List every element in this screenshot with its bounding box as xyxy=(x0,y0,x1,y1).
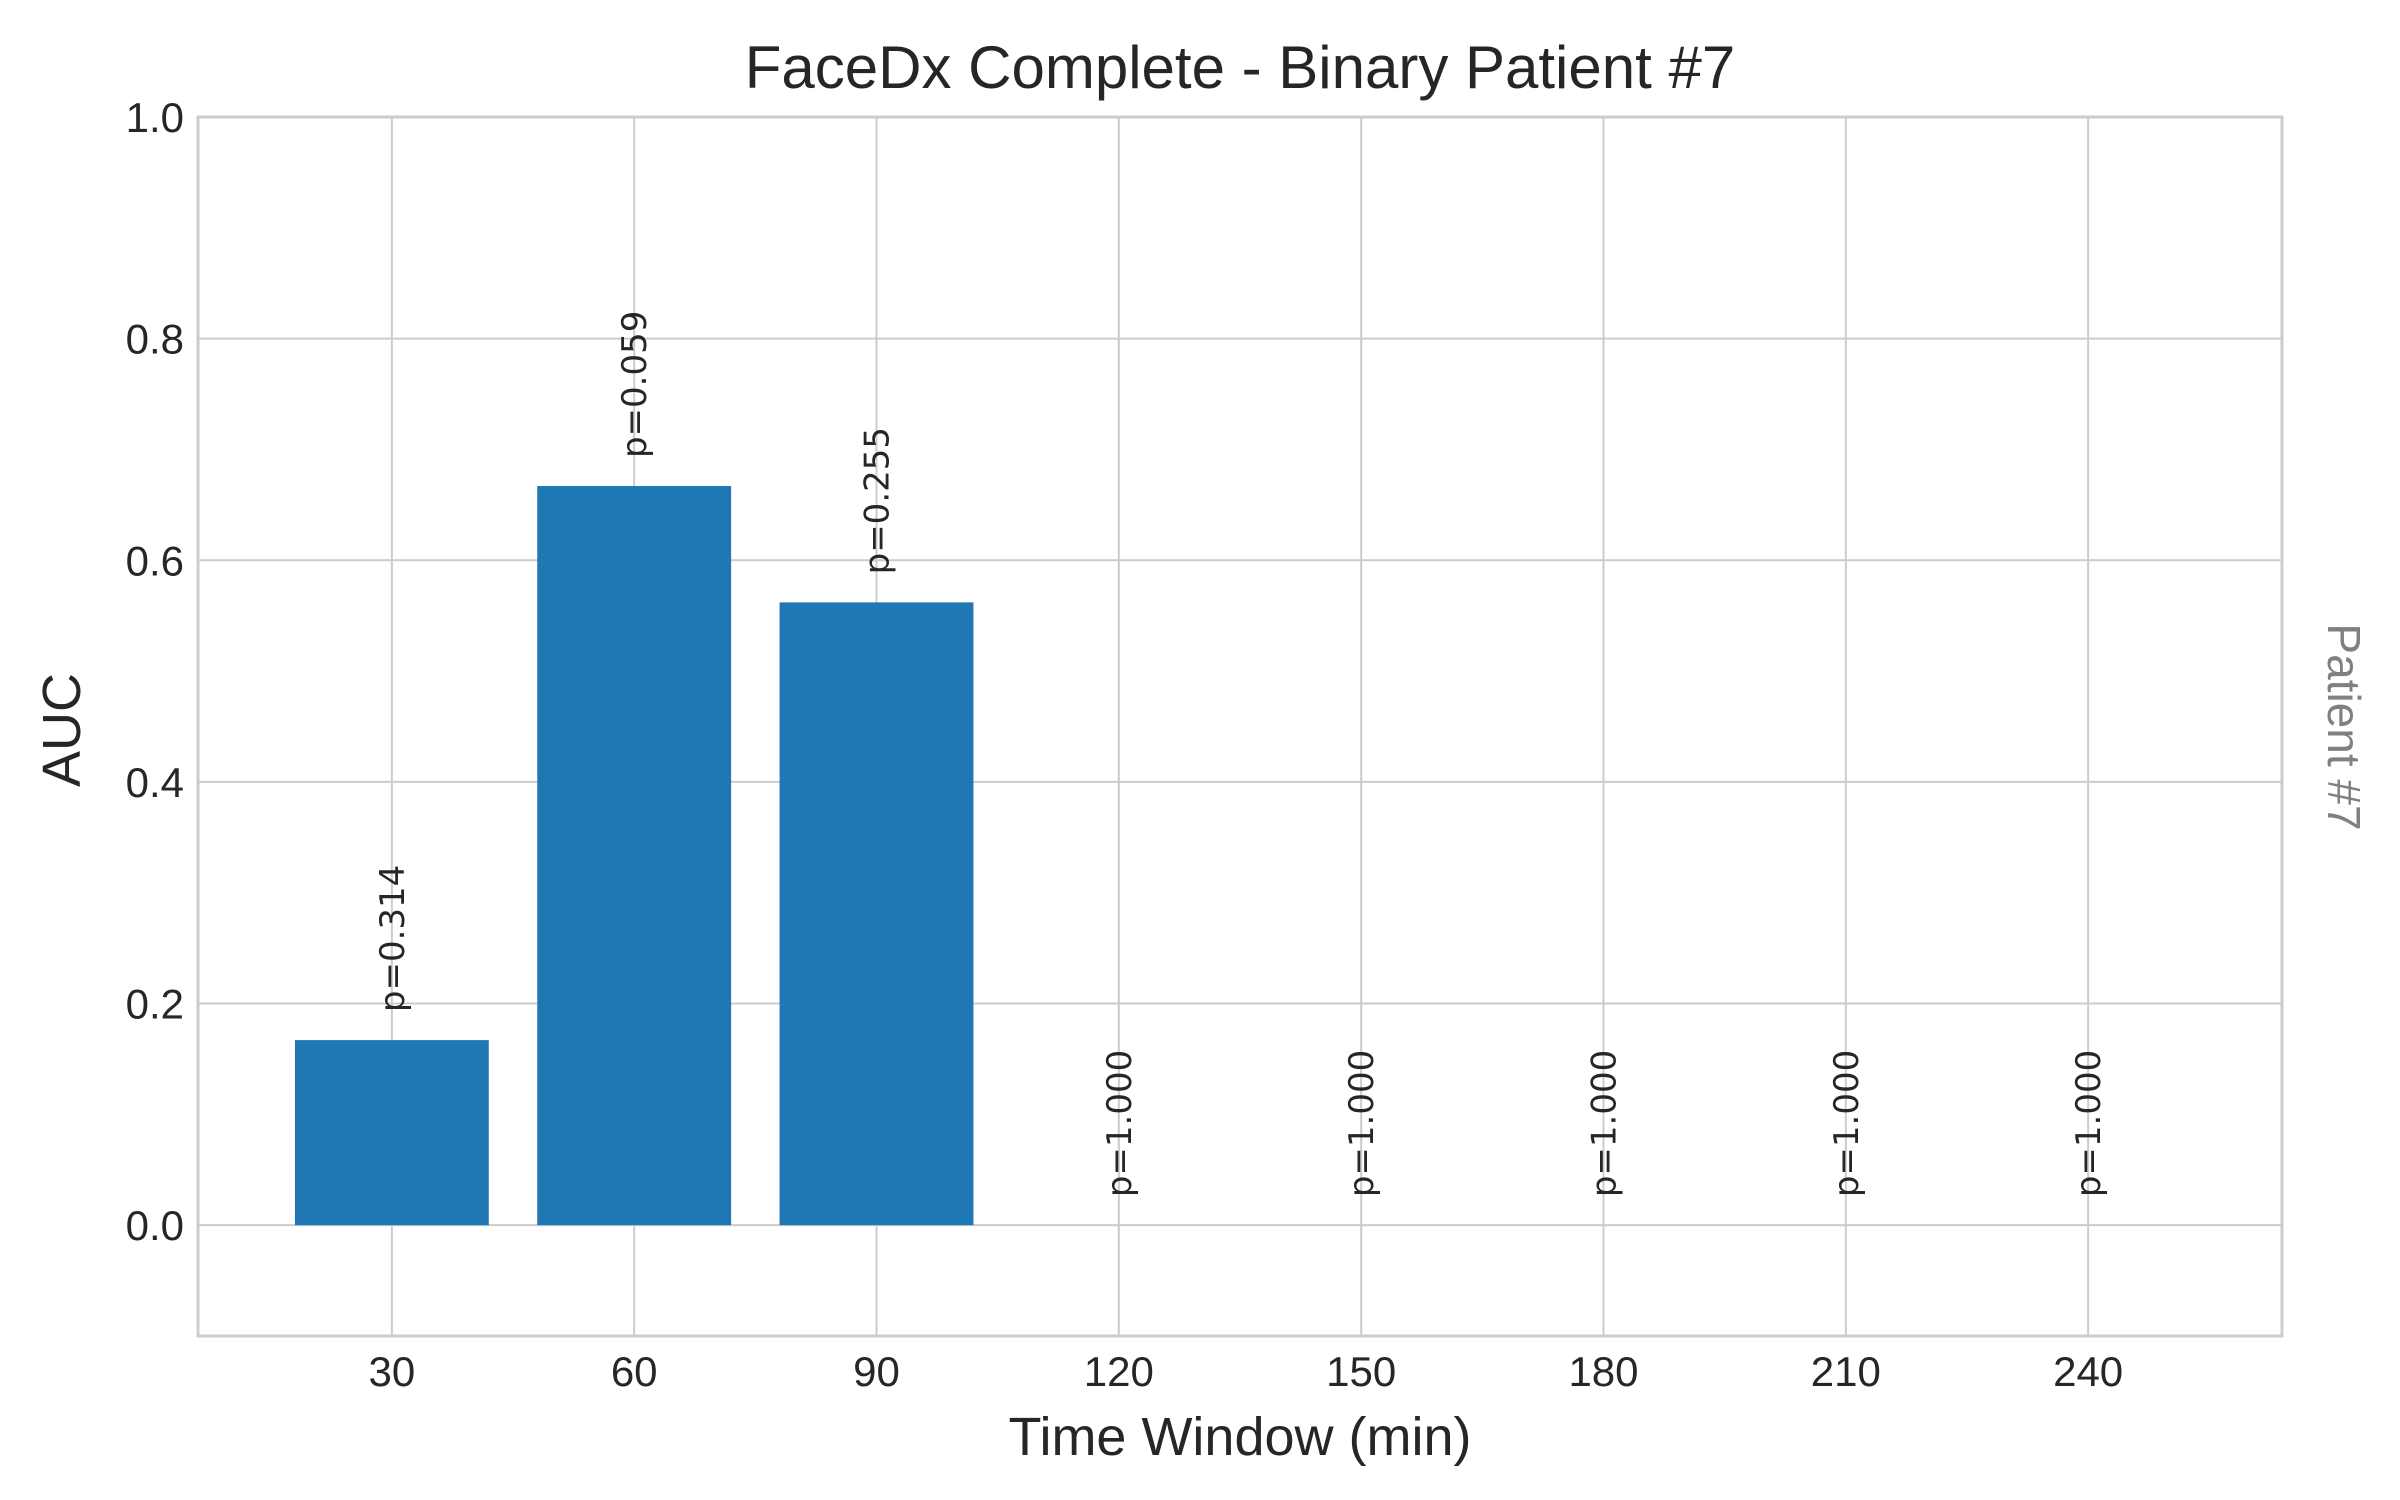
bar xyxy=(294,1040,489,1226)
patient-side-label: Patient #7 xyxy=(2318,623,2370,830)
x-tick-label: 60 xyxy=(611,1348,658,1395)
plot-frame xyxy=(196,115,2284,1338)
x-tick-label: 30 xyxy=(369,1348,416,1395)
x-axis-label: Time Window (min) xyxy=(1008,1407,1471,1467)
y-tick-label: 0.6 xyxy=(126,537,184,584)
bar xyxy=(537,486,732,1226)
grid-lines xyxy=(198,116,2282,1336)
x-tick-labels: 30 60 90 120 150 180 210 240 xyxy=(369,1348,2124,1395)
x-tick-label: 120 xyxy=(1084,1348,1154,1395)
p-value-label: p=0.255 xyxy=(858,427,898,574)
p-value-label: p=1.000 xyxy=(1342,1050,1382,1197)
x-tick-label: 210 xyxy=(1811,1348,1881,1395)
y-tick-label: 1.0 xyxy=(126,94,184,141)
y-tick-labels: 0.0 0.2 0.4 0.6 0.8 1.0 xyxy=(126,94,184,1249)
p-value-label: p=1.000 xyxy=(2069,1050,2109,1197)
p-value-label: p=1.000 xyxy=(1584,1050,1624,1197)
p-value-labels: p=0.314 p=0.059 p=0.255 p=1.000 p=1.000 p=1.0… xyxy=(373,311,2109,1198)
p-value-label: p=1.000 xyxy=(1100,1050,1140,1197)
p-value-label: p=0.314 xyxy=(373,865,413,1012)
chart-title: FaceDx Complete - Binary Patient #7 xyxy=(745,34,1735,101)
bar xyxy=(779,602,974,1226)
y-tick-label: 0.8 xyxy=(126,316,184,363)
p-value-label: p=1.000 xyxy=(1827,1050,1867,1197)
y-tick-label: 0.4 xyxy=(126,759,184,806)
bars xyxy=(294,486,974,1226)
x-tick-label: 240 xyxy=(2053,1348,2123,1395)
p-value-label: p=0.059 xyxy=(615,311,655,458)
x-tick-label: 180 xyxy=(1568,1348,1638,1395)
x-tick-label: 90 xyxy=(853,1348,900,1395)
x-tick-label: 150 xyxy=(1326,1348,1396,1395)
y-axis-label: AUC xyxy=(32,673,92,787)
y-tick-label: 0.2 xyxy=(126,981,184,1028)
y-tick-label: 0.0 xyxy=(126,1202,184,1249)
